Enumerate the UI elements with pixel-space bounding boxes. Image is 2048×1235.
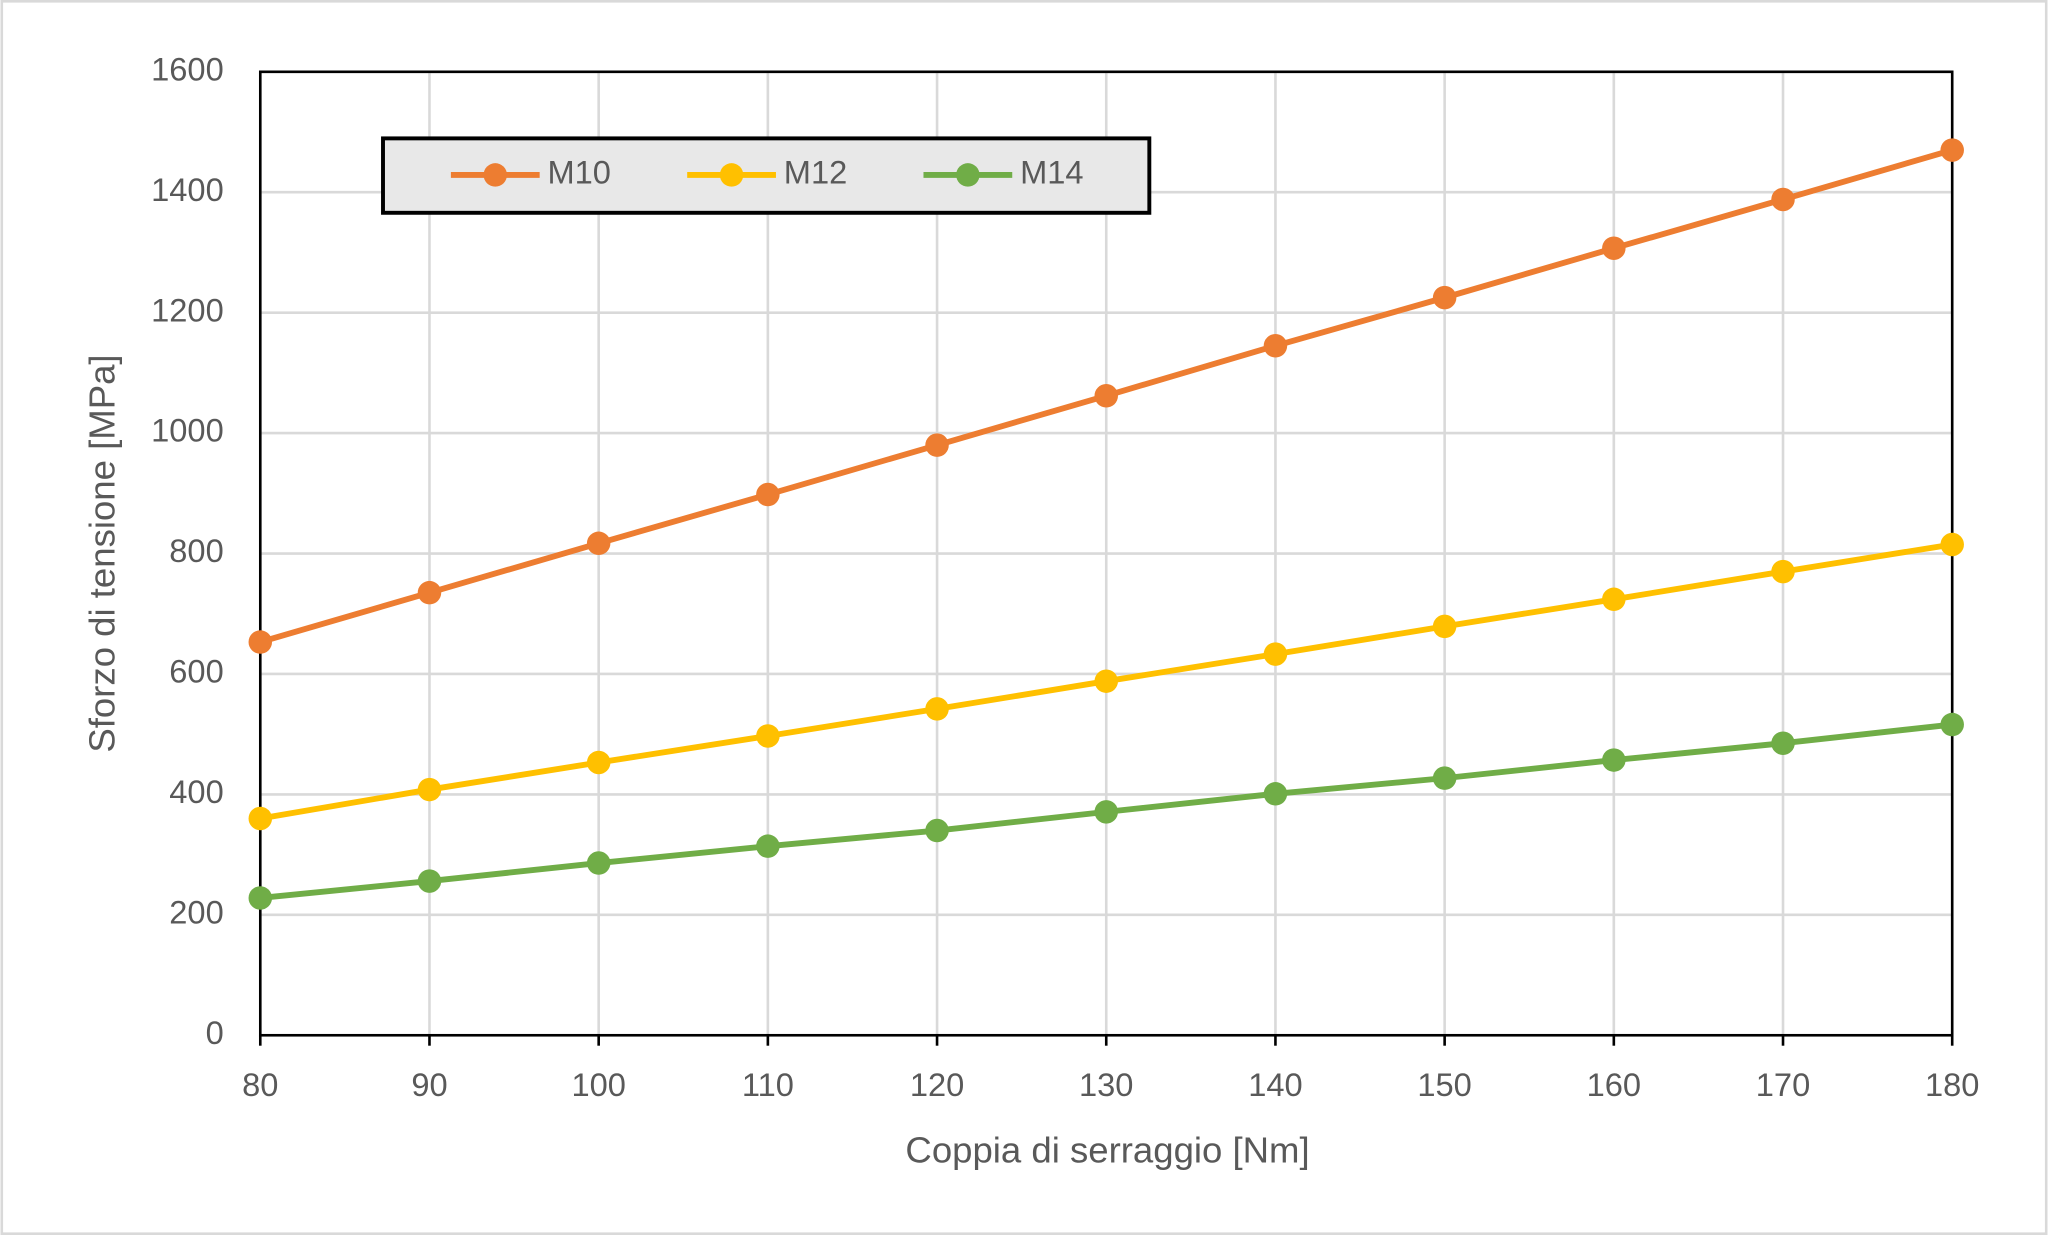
y-tick-label: 400 — [169, 773, 223, 810]
data-point — [248, 886, 273, 910]
data-point — [1940, 138, 1964, 162]
data-point — [925, 818, 949, 843]
y-tick-label: 1000 — [151, 412, 224, 449]
legend-label: M12 — [784, 154, 847, 191]
data-point — [1602, 748, 1626, 772]
y-tick-label: 800 — [169, 532, 223, 569]
data-point — [586, 750, 611, 775]
data-point — [756, 724, 780, 748]
data-point — [586, 851, 611, 875]
x-tick-label: 170 — [1756, 1066, 1810, 1103]
y-tick-label: 200 — [169, 893, 223, 930]
data-point — [417, 580, 442, 605]
legend-label: M14 — [1020, 154, 1083, 191]
x-tick-label: 120 — [910, 1066, 964, 1103]
data-point — [1094, 669, 1118, 693]
data-point — [417, 869, 442, 893]
x-tick-label: 160 — [1587, 1066, 1641, 1103]
x-tick-label: 150 — [1417, 1066, 1471, 1103]
data-point — [1263, 782, 1288, 806]
x-tick-label: 110 — [742, 1066, 794, 1103]
data-point — [925, 433, 949, 457]
x-tick-label: 130 — [1079, 1066, 1133, 1103]
data-point — [1940, 712, 1964, 737]
data-point — [1602, 236, 1626, 260]
data-point — [1432, 766, 1457, 790]
data-point — [1094, 384, 1118, 408]
y-tick-label: 600 — [169, 653, 223, 690]
data-point — [1602, 587, 1626, 612]
x-tick-label: 140 — [1248, 1066, 1302, 1103]
data-point — [1771, 187, 1795, 212]
x-tick-label: 100 — [571, 1066, 625, 1103]
legend-label: M10 — [547, 154, 610, 191]
y-tick-label: 1600 — [151, 50, 224, 87]
data-point — [417, 777, 442, 802]
y-tick-label: 1200 — [151, 291, 224, 328]
legend-marker — [956, 163, 980, 187]
y-tick-label: 0 — [206, 1014, 224, 1051]
data-point — [1771, 559, 1795, 584]
data-point — [1771, 731, 1795, 755]
data-point — [756, 482, 780, 507]
data-point — [756, 834, 780, 858]
x-tick-label: 90 — [411, 1066, 447, 1103]
y-tick-label: 1400 — [151, 171, 224, 208]
data-point — [1432, 285, 1457, 310]
x-tick-label: 80 — [242, 1066, 278, 1103]
data-point — [248, 630, 273, 654]
data-point — [586, 531, 611, 556]
data-point — [1094, 800, 1118, 824]
data-point — [925, 697, 949, 721]
x-axis-label: Coppia di serraggio [Nm] — [905, 1129, 1309, 1170]
data-point — [248, 806, 273, 831]
data-point — [1940, 532, 1964, 557]
data-point — [1263, 642, 1288, 666]
data-point — [1263, 334, 1288, 358]
y-axis-label: Sforzo di tensione [MPa] — [82, 354, 123, 752]
legend-marker — [483, 163, 508, 187]
legend-marker — [719, 163, 744, 187]
data-point — [1432, 614, 1457, 639]
x-tick-label: 180 — [1925, 1066, 1979, 1103]
